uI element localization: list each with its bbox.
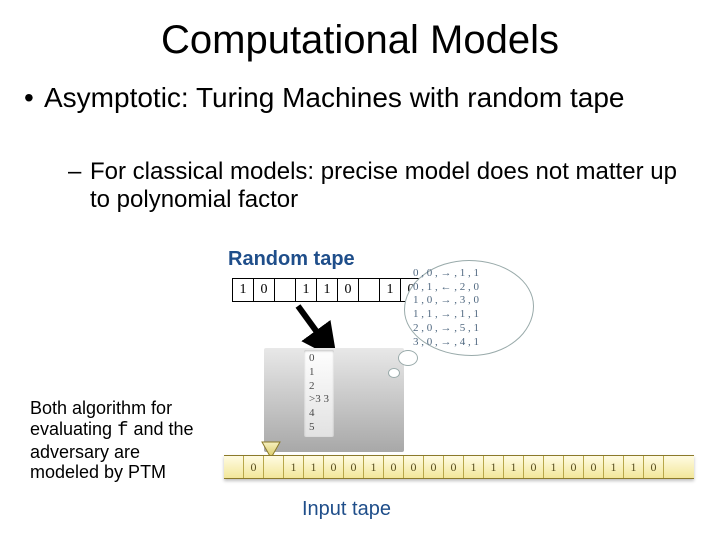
bubble-dot [388, 368, 400, 378]
input-tape-cell: 0 [564, 456, 584, 478]
input-tape-cell: 1 [624, 456, 644, 478]
input-tape: 0 1 1 0 0 1 0 0 0 0 1 1 1 0 1 0 0 1 1 0 [224, 455, 694, 479]
input-tape-cell: 0 [324, 456, 344, 478]
input-tape-cell: 0 [384, 456, 404, 478]
input-tape-cell: 0 [584, 456, 604, 478]
input-tape-cell: 0 [524, 456, 544, 478]
note-box: Both algorithm for evaluating f and the … [30, 398, 200, 483]
bullet-level1: Asymptotic: Turing Machines with random … [44, 82, 680, 114]
state-list-line: 1 [309, 366, 329, 380]
machine-box [264, 348, 404, 452]
state-list-line: >3 3 [309, 393, 329, 407]
input-tape-cell [224, 456, 244, 478]
input-tape-label: Input tape [302, 498, 391, 521]
bubble-line: 1 , 0 , → , 3 , 0 [413, 294, 525, 308]
state-list-line: 5 [309, 421, 329, 435]
bullet-level2: For classical models: precise model does… [90, 158, 680, 213]
bubble-line: 0 , 1 , ← , 2 , 0 [413, 281, 525, 295]
state-list-line: 4 [309, 407, 329, 421]
bubble-content: 0 , 0 , → , 1 , 1 0 , 1 , ← , 2 , 0 1 , … [404, 260, 534, 356]
input-tape-cell: 1 [484, 456, 504, 478]
input-tape-cell: 0 [404, 456, 424, 478]
input-tape-cell: 1 [364, 456, 384, 478]
input-tape-cell: 0 [244, 456, 264, 478]
input-tape-cell: 0 [644, 456, 664, 478]
input-tape-cell: 1 [604, 456, 624, 478]
input-tape-cell [664, 456, 683, 478]
bubble-line: 1 , 1 , → , 1 , 1 [413, 308, 525, 322]
input-tape-cell: 0 [424, 456, 444, 478]
state-list-line: 0 [309, 352, 329, 366]
state-list-line: 2 [309, 380, 329, 394]
input-tape-cell: 1 [544, 456, 564, 478]
slide-title: Computational Models [0, 18, 720, 63]
input-tape-cell: 1 [464, 456, 484, 478]
machine-state-list: 0 1 2 >3 3 4 5 [304, 350, 334, 437]
input-tape-cell [264, 456, 284, 478]
input-tape-cell: 1 [304, 456, 324, 478]
bubble-dot [398, 350, 418, 366]
turing-machine-illustration: 0 1 2 >3 3 4 5 0 , 0 , → , 1 , 1 0 , 1 ,… [224, 260, 694, 490]
bubble-line: 2 , 0 , → , 5 , 1 [413, 322, 525, 336]
input-tape-cell: 1 [284, 456, 304, 478]
bubble-line: 3 , 0 , → , 4 , 1 [413, 336, 525, 350]
input-tape-cell: 0 [444, 456, 464, 478]
thought-bubble: 0 , 0 , → , 1 , 1 0 , 1 , ← , 2 , 0 1 , … [404, 260, 534, 356]
note-f: f [117, 419, 128, 441]
input-tape-cell: 1 [504, 456, 524, 478]
bubble-line: 0 , 0 , → , 1 , 1 [413, 267, 525, 281]
input-tape-cell: 0 [344, 456, 364, 478]
